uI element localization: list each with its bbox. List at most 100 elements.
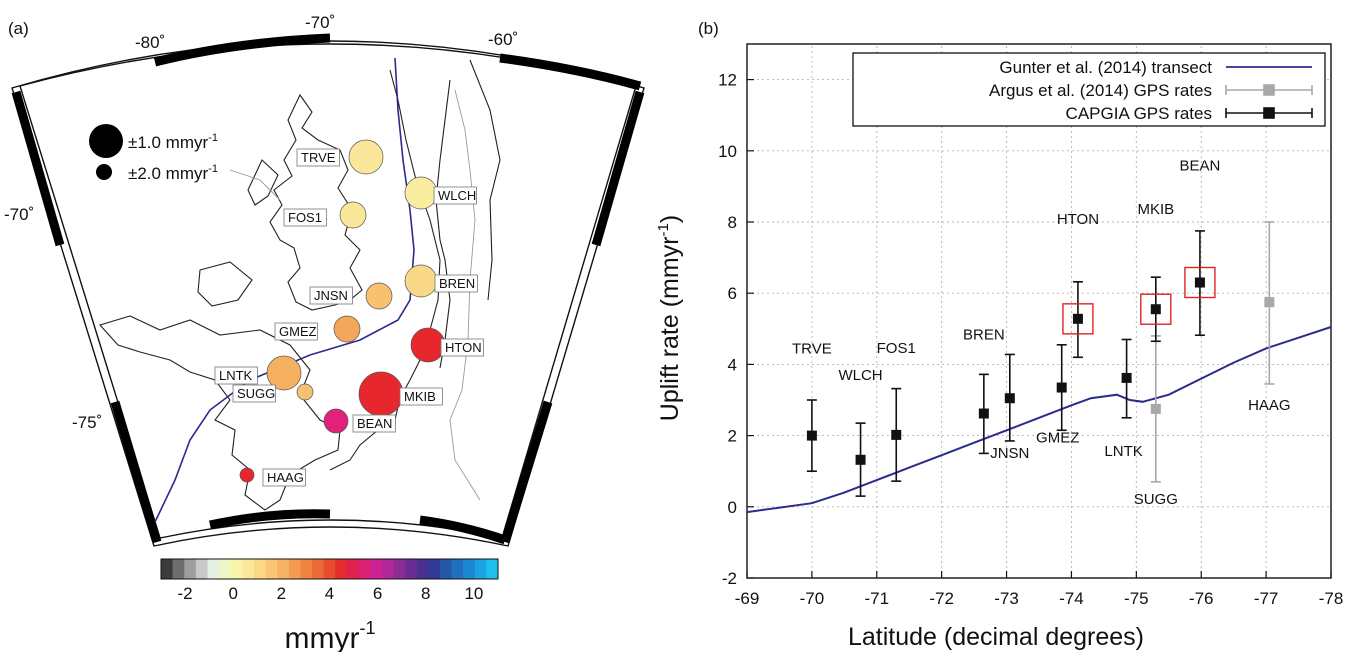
colorbar-cell [393,559,406,579]
point-marker [1121,372,1132,383]
data-point: FOS1 [877,340,916,482]
map-station-label: BEAN [357,416,392,431]
colorbar-cell [207,559,220,579]
transect-series-line [746,326,1332,514]
colorbar-tick-label: 2 [277,584,286,603]
y-tick-label: 10 [718,142,737,161]
point-label: JNSN [990,445,1029,462]
colorbar-cell [253,559,266,579]
point-marker [1264,297,1275,308]
svg-text:±1.0 mmyr-1: ±1.0 mmyr-1 [128,132,218,152]
point-label: MKIB [1137,201,1174,218]
size-legend-small-dot [96,164,112,180]
x-axis-label: Latitude (decimal degrees) [848,623,1144,651]
colorbar-cell [312,559,325,579]
colorbar-cell [288,559,301,579]
lon-label-minus60: -60˚ [488,30,518,49]
colorbar-cell [381,559,394,579]
highlight-box [1062,303,1094,335]
colorbar-cell [277,559,290,579]
map-station-label: FOS1 [288,210,322,225]
x-tick-label: -70 [800,589,825,608]
colorbar-cell [474,559,487,579]
colorbar-cell [230,559,243,579]
map-station-label-box [274,322,318,341]
map-station-label-box [262,468,306,487]
data-point: TRVE [792,341,832,473]
y-tick-label: 2 [728,427,737,446]
plot-area [746,43,1332,579]
y-axis-label-end: ) [656,215,684,223]
colorbar-cell [161,559,174,579]
size-legend-small-sup: -1 [208,163,218,175]
map-station-label: HTON [445,340,482,355]
legend-swatch-argus [1225,84,1313,96]
point-label: TRVE [792,341,832,358]
ice-shelf-outline [229,89,481,501]
transect-line [154,57,415,523]
data-point: BEAN [1179,158,1220,337]
colorbar-cell [428,559,441,579]
map-station-marker [296,383,314,401]
colorbar-cell [416,559,429,579]
map-station-label: GMEZ [279,324,317,339]
colorbar-cell [300,559,313,579]
y-tick-label: 4 [728,355,737,374]
highlight-box [1140,293,1172,325]
y-tick-label: 8 [728,213,737,232]
x-tick-label: -73 [994,589,1019,608]
panel-a-map: (a) [4,13,645,652]
point-marker [1150,304,1161,315]
colorbar-unit-sup: -1 [359,618,375,638]
colorbar-tick-label: 4 [325,584,334,603]
map-station-label-box [440,338,484,357]
colorbar: -2 0 2 4 6 8 10 [160,558,499,603]
uplift-chart: -69 -70 -71 -72 -73 -74 -75 -76 -77 -78 -2 0 2 4 6 8 10 1… [718,43,1343,608]
size-legend-large-sup: -1 [208,132,218,144]
x-tick-label: -69 [735,589,760,608]
data-point: HTON [1057,211,1099,359]
map-station-label: LNTK [219,368,253,383]
y-tick-label: 0 [728,498,737,517]
svg-text:Uplift rate (mmyr-1): Uplift rate (mmyr-1) [655,215,684,421]
colorbar-cell [370,559,383,579]
map-station-marker [266,355,302,391]
point-marker [1056,382,1067,393]
colorbar-tick-label: -2 [178,584,193,603]
legend-entry-capgia: CAPGIA GPS rates [1066,104,1212,123]
colorbar-cell [486,559,499,579]
colorbar-tick-label: 10 [464,584,483,603]
y-tick-label: 6 [728,284,737,303]
colorbar-cell [184,559,197,579]
x-tick-label: -71 [864,589,889,608]
point-label: LNTK [1104,443,1142,460]
point-marker [855,454,866,465]
colorbar-cell [335,559,348,579]
x-tick-label: -74 [1059,589,1084,608]
size-legend-large-dot [89,124,123,158]
map-station-marker [404,176,438,210]
size-legend-small-label: ±2.0 mmyr [128,164,209,183]
colorbar-frame [160,558,499,580]
map-station-label-box [232,384,276,403]
lat-label-minus75: -75˚ [72,413,102,432]
colorbar-cell [346,559,359,579]
y-axis-label: Uplift rate (mmyr [656,236,684,421]
legend-swatch-capgia [1225,107,1313,119]
highlight-box [1184,266,1216,299]
point-label: HAAG [1248,397,1291,414]
legend-entry-gunter: Gunter et al. (2014) transect [999,58,1212,77]
map-station-label-box [214,366,258,385]
size-legend-large-label: ±1.0 mmyr [128,133,209,152]
map-station-marker [348,139,384,175]
chart-legend: Gunter et al. (2014) transect Argus et a… [852,52,1326,127]
colorbar-cell [195,559,208,579]
map-station-label-box [352,414,396,433]
data-point: BREN [963,327,1005,455]
colorbar-tick-label: 8 [421,584,430,603]
map-station-marker [323,408,349,434]
colorbar-tick-label: 0 [228,584,237,603]
colorbar-cell [463,559,476,579]
map-station-marker [410,327,446,363]
y-tick-label: 12 [718,71,737,90]
